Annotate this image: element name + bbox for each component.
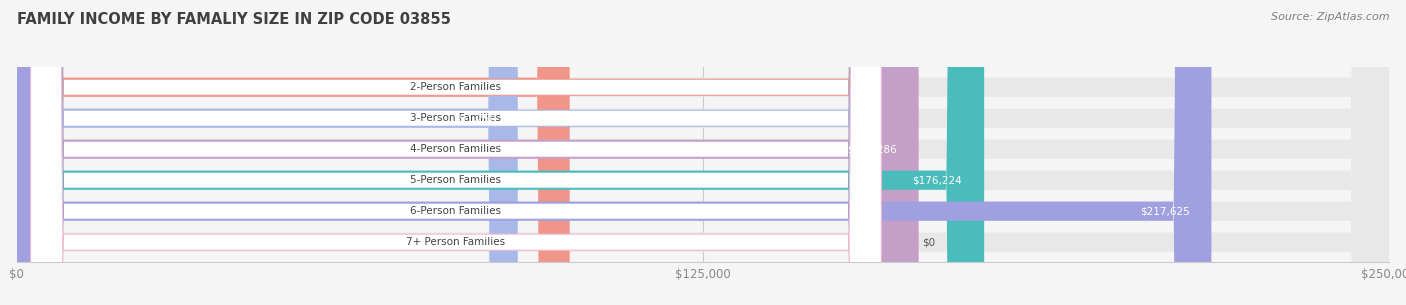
FancyBboxPatch shape xyxy=(31,0,882,305)
FancyBboxPatch shape xyxy=(31,0,882,305)
FancyBboxPatch shape xyxy=(17,0,517,305)
FancyBboxPatch shape xyxy=(31,0,882,305)
FancyBboxPatch shape xyxy=(17,0,1212,305)
FancyBboxPatch shape xyxy=(17,0,918,305)
FancyBboxPatch shape xyxy=(17,0,1389,305)
Text: 2-Person Families: 2-Person Families xyxy=(411,82,502,92)
Text: 4-Person Families: 4-Person Families xyxy=(411,144,502,154)
FancyBboxPatch shape xyxy=(31,0,882,305)
FancyBboxPatch shape xyxy=(17,0,1389,305)
Text: Source: ZipAtlas.com: Source: ZipAtlas.com xyxy=(1271,12,1389,22)
Text: $176,224: $176,224 xyxy=(912,175,962,185)
Text: $100,714: $100,714 xyxy=(498,82,548,92)
Text: $164,286: $164,286 xyxy=(846,144,897,154)
Text: 6-Person Families: 6-Person Families xyxy=(411,206,502,216)
Text: 3-Person Families: 3-Person Families xyxy=(411,113,502,123)
Text: $91,250: $91,250 xyxy=(453,113,496,123)
Text: FAMILY INCOME BY FAMALIY SIZE IN ZIP CODE 03855: FAMILY INCOME BY FAMALIY SIZE IN ZIP COD… xyxy=(17,12,451,27)
FancyBboxPatch shape xyxy=(17,0,1389,305)
Text: $217,625: $217,625 xyxy=(1140,206,1189,216)
FancyBboxPatch shape xyxy=(31,0,882,305)
FancyBboxPatch shape xyxy=(31,0,882,305)
FancyBboxPatch shape xyxy=(17,0,984,305)
Text: 7+ Person Families: 7+ Person Families xyxy=(406,237,506,247)
FancyBboxPatch shape xyxy=(17,0,569,305)
Text: $0: $0 xyxy=(922,237,935,247)
FancyBboxPatch shape xyxy=(17,0,1389,305)
FancyBboxPatch shape xyxy=(17,0,1389,305)
Text: 5-Person Families: 5-Person Families xyxy=(411,175,502,185)
FancyBboxPatch shape xyxy=(17,0,1389,305)
